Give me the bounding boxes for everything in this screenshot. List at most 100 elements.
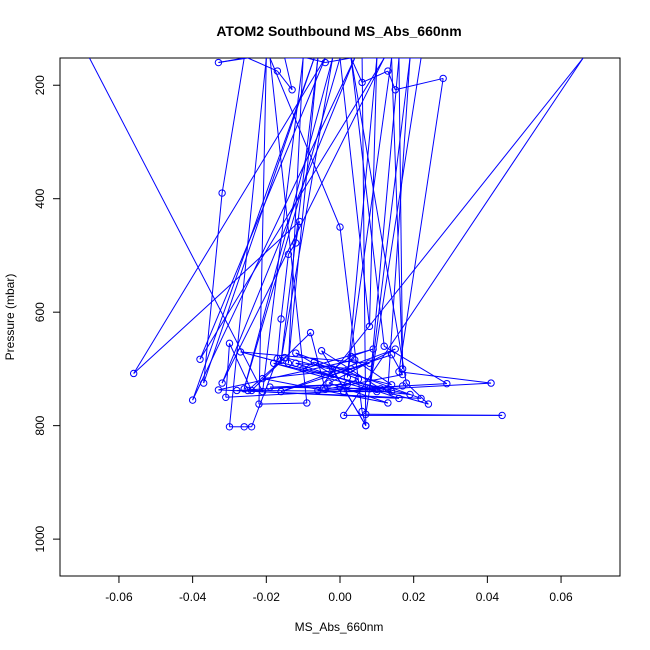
series-segment [317,383,447,391]
series-segment [229,343,253,391]
series-segment [325,374,403,390]
x-tick-label: -0.04 [179,590,207,604]
series-segment [350,58,385,347]
series-segment [398,371,492,384]
data-point [303,399,311,407]
data-point [380,342,388,350]
data-point [406,390,414,399]
data-point [292,359,300,367]
data-point [354,375,363,383]
series-segment [273,362,411,395]
x-axis-label: MS_Abs_660nm [295,620,384,634]
series-segment [262,58,304,392]
data-point [284,250,293,259]
x-axis: -0.06 -0.04 -0.02 0.00 0.02 0.04 0.06 [105,575,573,604]
data-point [373,385,381,394]
data-point [439,74,447,83]
series-segment [354,359,392,386]
data-point [347,352,355,361]
series-segment [203,192,223,384]
series-segment [288,242,297,255]
series-segment [89,58,264,392]
plot-area [89,58,584,431]
series-segment [276,70,293,91]
series-segment [133,58,326,374]
data-point [269,359,278,367]
data-point [365,359,374,367]
series-segment [276,318,282,359]
data-point [196,355,204,363]
data-point [310,358,318,366]
series-segment [343,58,584,416]
x-tick-label: 0.04 [476,590,500,604]
series-segment [280,254,289,320]
series-segment [243,58,334,389]
series-segment [236,389,399,399]
data-point [240,385,248,393]
y-axis: 200 400 600 800 1000 [33,75,61,552]
data-point [233,386,241,395]
data-point [362,410,370,419]
series-segment [199,58,385,360]
data-point [214,386,223,394]
data-point [384,399,392,407]
series-segment [228,58,267,427]
series-segment [262,378,388,404]
data-point [225,339,234,348]
data-point [218,379,226,387]
data-point [373,387,381,396]
data-point [247,423,256,431]
series-segment [302,361,315,370]
series-segment [192,58,356,401]
series-layer [89,58,584,431]
series-segment [295,352,333,376]
data-point [247,386,256,395]
x-tick-label: 0.00 [328,590,352,604]
data-point [387,387,396,396]
data-point [314,386,322,395]
series-segment [192,58,315,401]
series-segment [332,356,352,370]
series-segment [321,350,381,390]
series-segment [317,58,584,391]
data-point [225,423,234,431]
data-point [236,348,245,356]
series-segment [368,58,411,389]
data-point [391,345,399,353]
series-segment [280,58,319,361]
data-point [214,58,223,67]
data-point [339,387,348,396]
series-segment [247,58,278,72]
series-segment [221,58,385,384]
data-point [498,411,506,420]
series-segment [328,382,389,404]
series-segment [339,58,370,327]
series-segment [258,402,307,405]
data-point [244,386,252,395]
data-point [317,347,326,355]
data-point [129,369,138,378]
series-segment [361,58,367,426]
plot-frame [59,57,621,577]
series-segment [243,58,341,389]
data-point [299,365,307,373]
series-segment [240,351,370,364]
data-point [266,383,274,391]
data-point [398,382,407,390]
series-segment [287,58,319,364]
data-point [240,423,248,431]
x-tick-label: -0.02 [253,590,281,604]
series-segment [269,58,341,228]
data-point [487,379,495,387]
data-point [306,328,315,337]
data-point [321,385,329,394]
chart-title: ATOM2 Southbound MS_Abs_660nm [216,23,461,39]
data-point [258,374,267,383]
y-axis-label: Pressure (mbar) [3,274,17,361]
series-segment [398,58,404,369]
data-point [336,223,344,231]
series-segment [405,382,429,405]
series-segment [395,77,444,91]
data-point [273,67,282,75]
